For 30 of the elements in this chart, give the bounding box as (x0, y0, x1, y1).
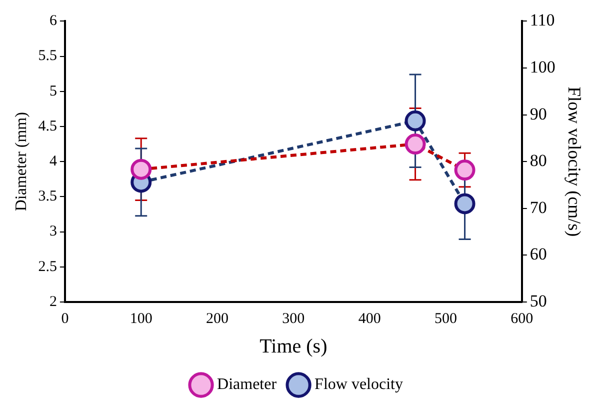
y2-axis-title: Flow velocity (cm/s) (564, 86, 584, 237)
legend-label: Diameter (217, 376, 278, 394)
y2-tick-label: 90 (530, 104, 547, 124)
x-tick-label: 400 (358, 310, 381, 327)
y-tick-label: 6 (49, 13, 58, 30)
y-tick-label: 2 (49, 294, 57, 310)
x-tick-label: 200 (206, 310, 229, 327)
y-tick-label: 4.5 (38, 118, 57, 134)
x-tick-label: 100 (130, 310, 152, 327)
x-tick-label: 300 (282, 310, 305, 327)
y2-tick-label: 50 (530, 291, 547, 310)
y-axis-title: Diameter (mm) (12, 112, 30, 212)
y-tick-label: 5.5 (38, 48, 57, 64)
point (404, 110, 426, 132)
point (454, 193, 476, 214)
y-tick-label: 3 (49, 224, 57, 240)
y2-tick-label: 70 (530, 198, 547, 217)
x-axis-title: Time (s) (260, 335, 328, 358)
y-tick-label: 4 (49, 154, 58, 170)
y-tick-label: 3.5 (38, 188, 57, 205)
y2-tick-label: 80 (530, 151, 547, 170)
y2-tick-label: 100 (530, 57, 556, 76)
y-tick-label: 5 (49, 83, 57, 100)
y2-tick-label: 60 (530, 244, 547, 264)
legend-label: Flow velocity (314, 376, 403, 394)
x-tick-label: 0 (61, 310, 69, 327)
x-tick-label: 500 (434, 310, 457, 327)
y-tick-label: 2.5 (38, 258, 57, 275)
x-tick-label: 600 (510, 310, 534, 327)
y2-tick-label: 110 (530, 10, 555, 30)
